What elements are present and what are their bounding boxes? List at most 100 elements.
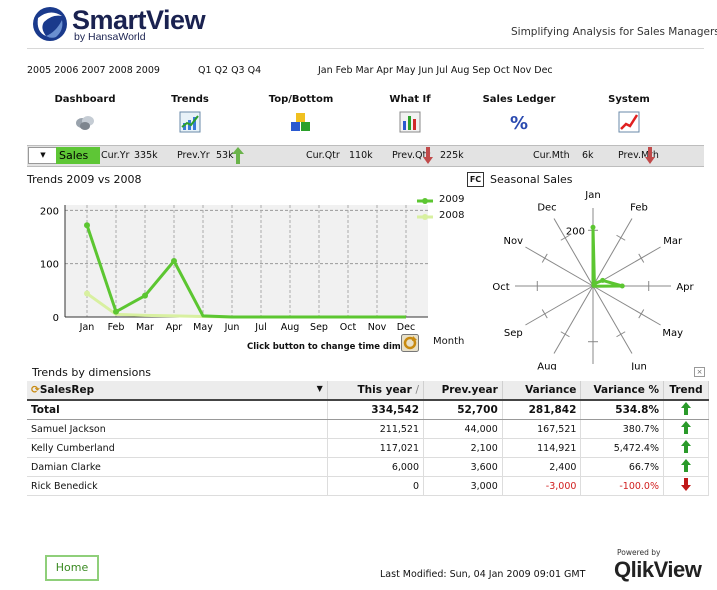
nav-sales-ledger[interactable]: Sales Ledger %	[474, 94, 564, 136]
trend-up-icon	[681, 459, 691, 472]
radar-axis	[592, 285, 633, 354]
month-option[interactable]: Jun	[418, 65, 434, 76]
month-option[interactable]: Nov	[512, 65, 532, 76]
col-variance[interactable]: Variance	[502, 381, 582, 401]
cur-mth-value: 6k	[582, 150, 594, 161]
radar-ring-tick	[541, 253, 548, 263]
total-row: Total 334,542 52,700 281,842 534.8%	[27, 400, 709, 420]
system-icon	[618, 111, 640, 133]
radar-ring-tick	[616, 331, 626, 338]
prev-year: 44,000	[423, 419, 503, 439]
prev-qtr-value: 225k	[440, 150, 464, 161]
month-option[interactable]: Sep	[472, 65, 491, 76]
rep-name[interactable]: Kelly Cumberland	[27, 438, 328, 458]
measure-selected[interactable]: Sales	[56, 147, 100, 164]
month-option[interactable]: Aug	[450, 65, 470, 76]
nav-system[interactable]: System	[584, 94, 674, 136]
month-option[interactable]: Feb	[335, 65, 353, 76]
data-point-2009	[113, 308, 119, 315]
nav-top-bottom[interactable]: Top/Bottom	[256, 94, 346, 136]
prev-qtr-label: Prev.Qtr	[392, 150, 431, 161]
time-dim-hint: Click button to change time dim >	[247, 342, 411, 352]
quarter-option[interactable]: Q3	[231, 65, 245, 76]
quarter-option[interactable]: Q4	[247, 65, 262, 76]
trend-down-icon	[681, 478, 691, 491]
data-point-2009	[84, 222, 90, 229]
prev-year: 3,000	[423, 476, 503, 496]
month-option[interactable]: Mar	[355, 65, 374, 76]
month-option[interactable]: May	[395, 65, 416, 76]
table-row[interactable]: Samuel Jackson 211,521 44,000 167,521 380.7%	[27, 419, 709, 439]
trend-cell	[663, 438, 709, 458]
year-option[interactable]: 2009	[135, 65, 160, 76]
total-prev-year: 52,700	[423, 400, 503, 420]
radar-category-label: May	[662, 328, 683, 339]
prev-mth-down-arrow-icon	[645, 147, 655, 164]
year-option[interactable]: 2007	[81, 65, 106, 76]
fast-change-icon[interactable]: FC	[467, 172, 484, 187]
x-tick-label: May	[193, 322, 213, 333]
month-option[interactable]: Jul	[436, 65, 448, 76]
y-tick-label: 0	[53, 313, 59, 324]
cur-qtr-value: 110k	[349, 150, 373, 161]
quarter-option[interactable]: Q1	[198, 65, 212, 76]
this-year: 6,000	[327, 457, 425, 477]
variance-pct: 5,472.4%	[580, 438, 664, 458]
quarter-option[interactable]: Q2	[214, 65, 229, 76]
col-trend[interactable]: Trend	[663, 381, 709, 401]
measure-dropdown[interactable]: ▼	[28, 147, 58, 164]
seasonal-chart-title: Seasonal Sales	[490, 173, 573, 186]
trends-icon	[179, 111, 201, 133]
trend-cell	[663, 476, 709, 496]
nav-what-if[interactable]: What If	[365, 94, 455, 136]
table-row[interactable]: Damian Clarke 6,000 3,600 2,400 66.7%	[27, 457, 709, 477]
month-option[interactable]: Oct	[493, 65, 510, 76]
table-row[interactable]: Rick Benedick 0 3,000 -3,000 -100.0%	[27, 476, 709, 496]
dimensions-table: ⟳SalesRep ▼ This year / Prev.year Varian…	[27, 381, 709, 496]
change-time-dim-button[interactable]	[401, 334, 419, 352]
home-button[interactable]: Home	[45, 555, 99, 581]
col-this-year-label: This year	[357, 384, 412, 396]
powered-by-label: Powered by	[617, 548, 661, 557]
close-icon[interactable]: ×	[694, 367, 705, 377]
rep-name[interactable]: Samuel Jackson	[27, 419, 328, 439]
this-year: 211,521	[327, 419, 425, 439]
trends-line-chart: 0 100 200 Jan Feb Mar Apr May Jun Jul Aug Sep Oct No…	[40, 205, 428, 333]
cur-qtr-label: Cur.Qtr	[306, 150, 340, 161]
svg-text:%: %	[510, 113, 528, 133]
tagline: Simplifying Analysis for Sales Managers	[511, 26, 717, 38]
month-option[interactable]: Dec	[534, 65, 553, 76]
year-option[interactable]: 2008	[108, 65, 133, 76]
total-variance: 281,842	[502, 400, 582, 420]
radar-point	[619, 283, 625, 289]
rep-name[interactable]: Damian Clarke	[27, 457, 328, 477]
plot-area	[65, 205, 428, 317]
nav-trends[interactable]: Trends	[145, 94, 235, 136]
year-option[interactable]: 2006	[54, 65, 79, 76]
nav-top-bottom-label: Top/Bottom	[268, 94, 334, 105]
x-tick-label: Sep	[310, 322, 328, 333]
trend-cell	[663, 419, 709, 439]
total-variance-pct: 534.8%	[580, 400, 664, 420]
table-row[interactable]: Kelly Cumberland 117,021 2,100 114,921 5,472…	[27, 438, 709, 458]
radar-ring-tick	[541, 309, 548, 319]
col-prev-year[interactable]: Prev.year	[423, 381, 503, 401]
sort-dropdown-icon[interactable]: ▼	[316, 384, 323, 393]
cycle-dimension-icon[interactable]: ⟳	[31, 384, 40, 396]
radar-axis	[553, 285, 594, 354]
col-salesrep[interactable]: ⟳SalesRep ▼	[27, 381, 328, 401]
col-this-year[interactable]: This year /	[327, 381, 425, 401]
sort-icon: /	[415, 384, 420, 396]
data-point-2009	[171, 258, 177, 264]
col-variance-pct[interactable]: Variance %	[580, 381, 664, 401]
legend-label-2008: 2008	[439, 210, 465, 221]
month-option[interactable]: Jan	[318, 65, 333, 76]
year-option[interactable]: 2005	[27, 65, 52, 76]
month-option[interactable]: Apr	[376, 65, 393, 76]
rep-name[interactable]: Rick Benedick	[27, 476, 328, 496]
year-selector: 2005 2006 2007 2008 2009	[27, 65, 163, 76]
total-trend	[663, 400, 709, 420]
nav-dashboard[interactable]: Dashboard	[40, 94, 130, 136]
cur-yr-label: Cur.Yr	[101, 150, 130, 161]
